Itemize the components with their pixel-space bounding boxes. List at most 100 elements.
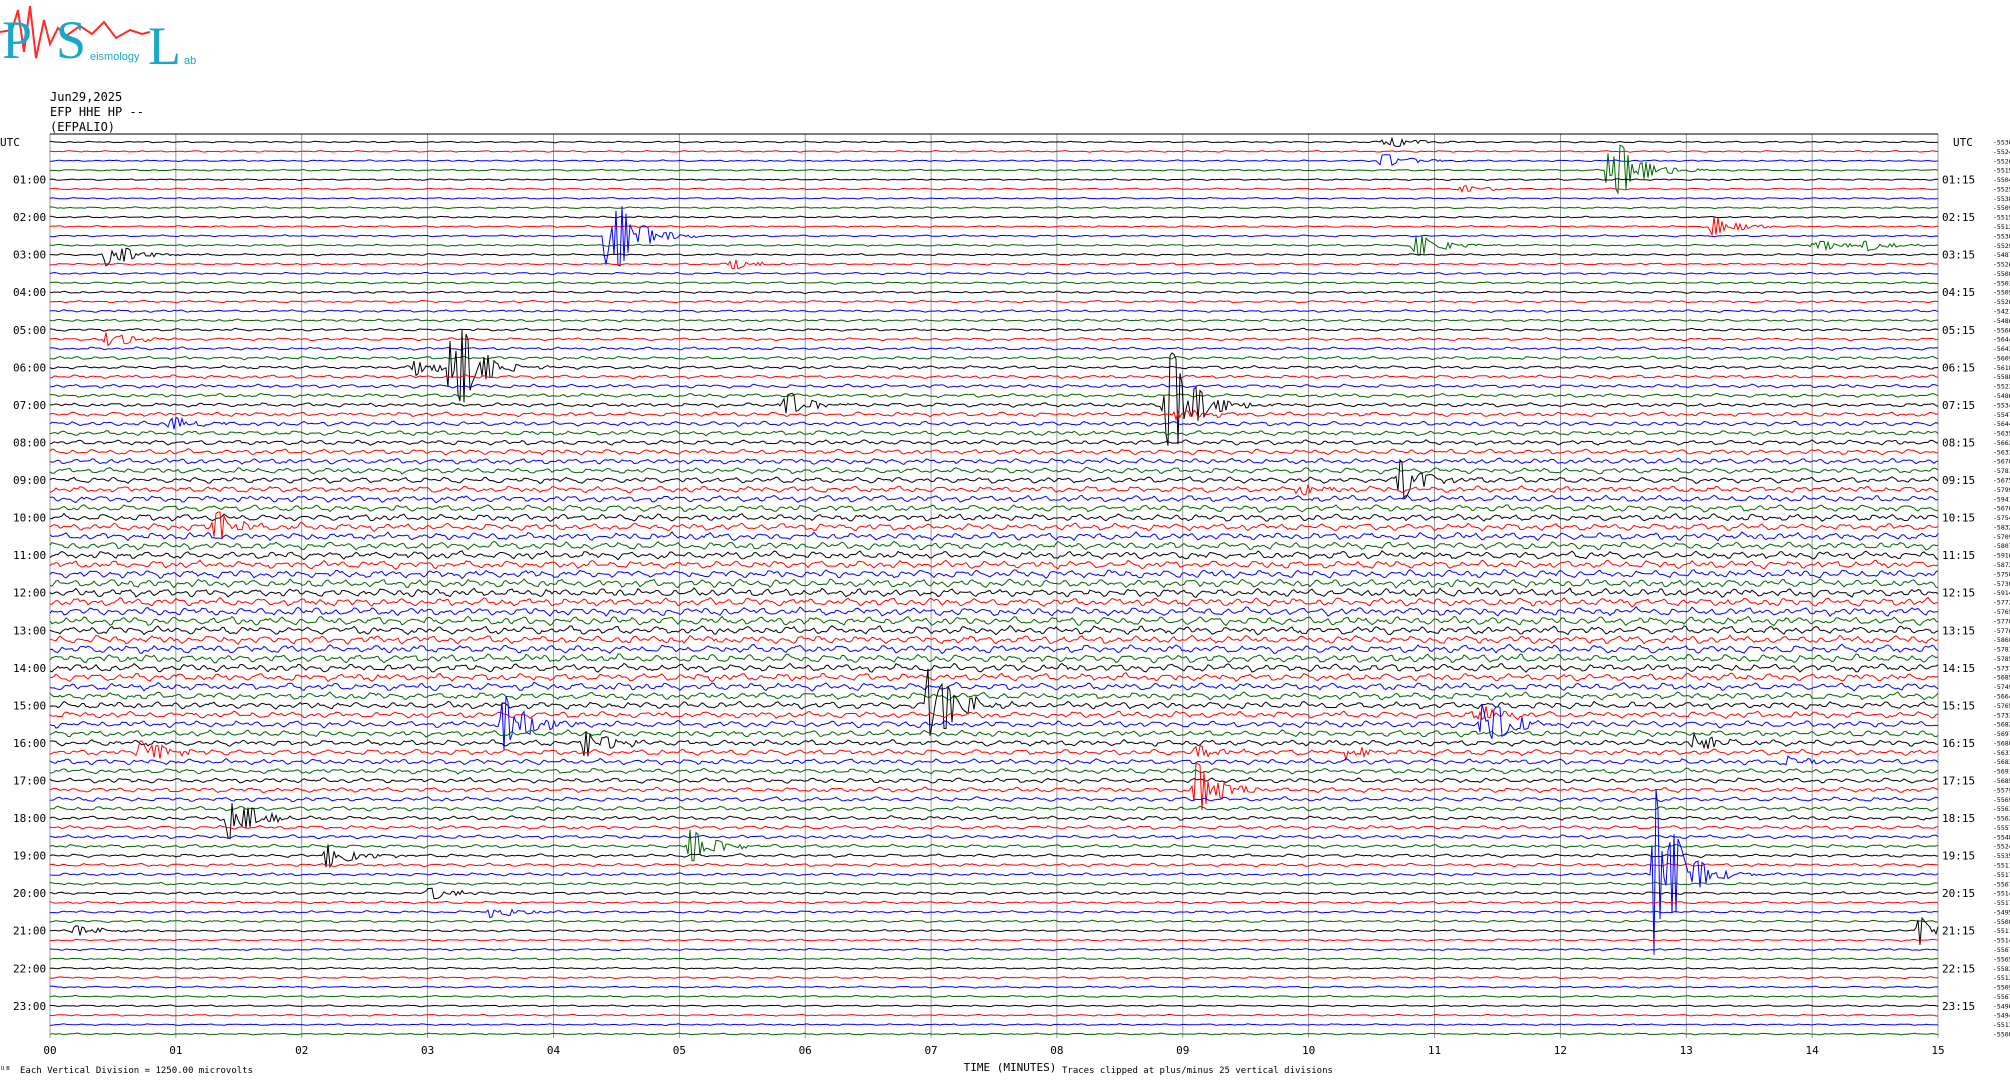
trace-offset-label: -5781 — [1993, 467, 2010, 475]
hour-label-left: 22:00 — [13, 962, 46, 975]
trace-offset-label: -5680 — [1993, 739, 2010, 747]
seismic-trace — [49, 672, 1939, 683]
seismic-trace — [49, 178, 1939, 182]
seismic-trace — [49, 466, 1939, 475]
seismic-trace — [49, 352, 1939, 446]
seismic-trace — [49, 504, 1939, 513]
seismic-trace — [49, 383, 1939, 389]
seismic-trace — [49, 763, 1939, 811]
trace-offset-label: -5749 — [1993, 683, 2010, 691]
hour-label-right: 04:15 — [1942, 286, 1975, 299]
trace-offset-label: -5579 — [1993, 786, 2010, 794]
trace-offset-label: -5609 — [1993, 354, 2010, 362]
seismic-trace — [49, 329, 1939, 403]
hour-label-right: 22:15 — [1942, 962, 1975, 975]
trace-offset-label: -5524 — [1993, 843, 2010, 851]
trace-offset-label: -5644 — [1993, 336, 2010, 344]
seismic-trace — [49, 653, 1939, 664]
trace-offset-label: -5569 — [1993, 796, 2010, 804]
x-tick-label: 05 — [673, 1044, 686, 1057]
x-tick-label: 09 — [1176, 1044, 1189, 1057]
trace-offset-label: -5538 — [1993, 195, 2010, 203]
trace-offset-label: -5644 — [1993, 420, 2010, 428]
hour-label-right: 05:15 — [1942, 324, 1975, 337]
trace-offset-label: -5536 — [1993, 139, 2010, 147]
seismic-trace — [49, 1023, 1939, 1027]
trace-offset-label: -5750 — [1993, 570, 2010, 578]
trace-offset-label: -5781 — [1993, 646, 2010, 654]
trace-offset-label: -5582 — [1993, 965, 2010, 973]
x-tick-label: 08 — [1050, 1044, 1063, 1057]
seismic-trace — [49, 668, 1939, 736]
trace-offset-label: -5685 — [1993, 674, 2010, 682]
seismic-trace — [49, 881, 1939, 886]
trace-offset-label: -5914 — [1993, 589, 2010, 597]
seismic-trace — [49, 862, 1939, 868]
seismic-trace — [49, 540, 1939, 551]
utc-label-right: UTC — [1953, 136, 1973, 149]
seismic-trace — [49, 259, 1939, 270]
seismic-trace — [49, 196, 1939, 200]
trace-offset-label: -5697 — [1993, 730, 2010, 738]
seismic-trace — [49, 834, 1939, 840]
hour-label-left: 13:00 — [13, 624, 46, 637]
trace-offset-label: -5567 — [1993, 880, 2010, 888]
hour-label-left: 02:00 — [13, 211, 46, 224]
seismic-trace — [49, 346, 1939, 351]
trace-offset-label: -5566 — [1993, 326, 2010, 334]
hour-label-right: 01:15 — [1942, 174, 1975, 187]
logo-letter-s: S — [56, 10, 86, 70]
seismic-trace — [49, 681, 1939, 692]
hour-label-right: 14:15 — [1942, 662, 1975, 675]
seismic-trace — [49, 457, 1939, 465]
clip-note: Traces clipped at plus/minus 25 vertical… — [1062, 1066, 1333, 1076]
seismic-trace — [49, 662, 1939, 673]
psl-logo: P S L eismology ab — [0, 5, 196, 72]
hour-label-left: 16:00 — [13, 737, 46, 750]
trace-offset-label: -5534 — [1993, 401, 2010, 409]
seismic-trace — [49, 374, 1939, 380]
hour-label-left: 20:00 — [13, 887, 46, 900]
hour-label-left: 15:00 — [13, 699, 46, 712]
seismic-trace — [49, 844, 1939, 869]
trace-offset-label: -5494 — [1993, 1012, 2010, 1020]
seismic-trace — [49, 789, 1939, 955]
trace-offset-label: -5511 — [1993, 927, 2010, 935]
x-tick-label: 14 — [1806, 1044, 1820, 1057]
trace-offset-label: -5508 — [1993, 918, 2010, 926]
trace-offset-label: -5517 — [1993, 899, 2010, 907]
seismic-trace — [49, 559, 1939, 570]
seismic-trace — [49, 429, 1939, 437]
trace-offset-label: -5765 — [1993, 702, 2010, 710]
trace-offset-label: -5941 — [1993, 495, 2010, 503]
seismic-trace — [49, 985, 1939, 989]
trace-offset-label: -5567 — [1993, 946, 2010, 954]
trace-offset-label: -5526 — [1993, 298, 2010, 306]
seismic-trace — [49, 392, 1939, 399]
hour-label-right: 03:15 — [1942, 249, 1975, 262]
trace-offset-label: -5503 — [1993, 279, 2010, 287]
seismic-trace — [49, 803, 1939, 840]
seismic-trace — [49, 235, 1939, 256]
seismic-trace — [49, 578, 1939, 589]
trace-offset-label: -5508 — [1993, 1031, 2010, 1039]
hour-label-left: 08:00 — [13, 436, 46, 449]
seismic-trace — [49, 458, 1939, 500]
seismic-trace — [49, 740, 1939, 762]
seismic-trace — [49, 625, 1939, 636]
seismic-trace — [49, 568, 1939, 580]
trace-offset-label: -5765 — [1993, 608, 2010, 616]
hour-label-right: 06:15 — [1942, 361, 1975, 374]
hour-label-right: 08:15 — [1942, 436, 1975, 449]
hour-label-right: 09:15 — [1942, 474, 1975, 487]
trace-offset-label: -5565 — [1993, 955, 2010, 963]
seismic-trace — [49, 247, 1939, 267]
trace-offset-label: -5682 — [1993, 721, 2010, 729]
hour-label-left: 07:00 — [13, 399, 46, 412]
seismic-trace — [49, 938, 1939, 942]
hour-label-right: 15:15 — [1942, 699, 1975, 712]
x-tick-label: 11 — [1428, 1044, 1441, 1057]
trace-offset-label: -5515 — [1993, 167, 2010, 175]
seismic-trace — [49, 531, 1939, 542]
seismic-trace — [49, 643, 1939, 655]
